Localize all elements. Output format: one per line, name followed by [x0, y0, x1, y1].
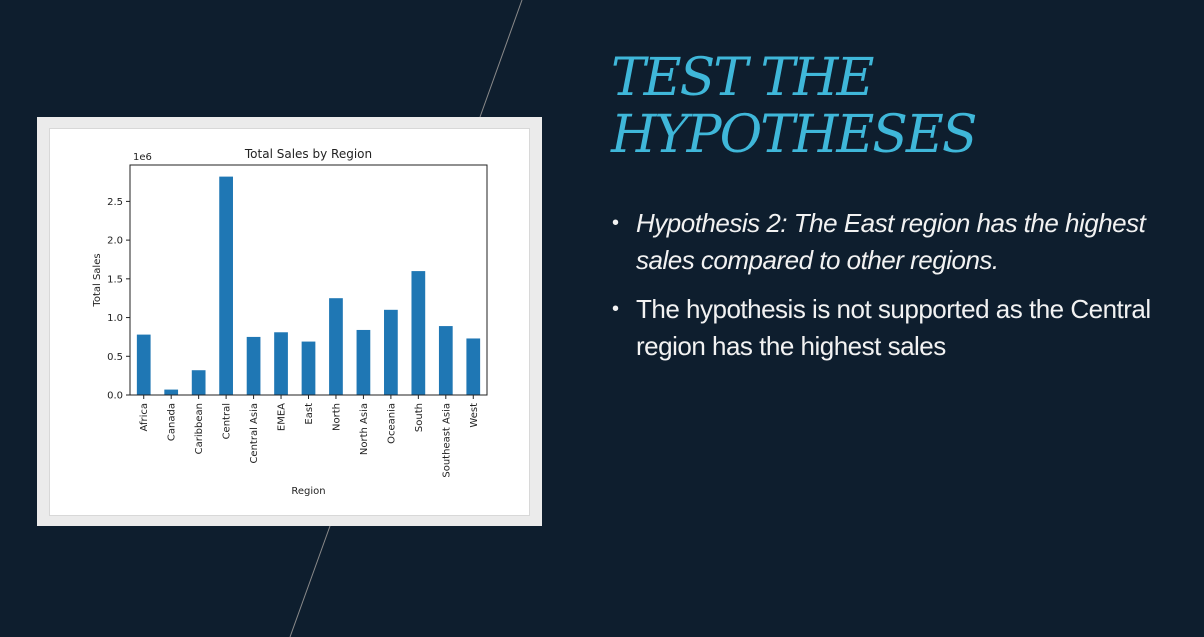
- x-tick-label: East: [304, 403, 315, 425]
- y-tick-label: 0.5: [107, 352, 123, 363]
- y-tick-label: 0.0: [107, 391, 123, 402]
- bar-central-asia: [246, 336, 261, 395]
- x-tick-label: EMEA: [277, 403, 288, 431]
- bar-caribbean: [191, 370, 206, 395]
- x-tick-label: North: [331, 403, 342, 431]
- bar-east: [301, 341, 316, 395]
- y-tick-label: 2.5: [107, 197, 123, 208]
- x-tick-label: Southeast Asia: [441, 403, 452, 478]
- x-tick-label: Africa: [139, 403, 150, 432]
- bullet-dot: •: [612, 298, 619, 320]
- bar-chart: Total Sales by Region 1e6 0.0 0.5 1.0 1.5 2.0 2…: [92, 147, 488, 497]
- x-tick-label: Canada: [167, 403, 178, 441]
- x-tick-label: South: [414, 403, 425, 432]
- bar-central: [219, 176, 233, 395]
- bullet-hypothesis-text: Hypothesis 2: The East region has the hi…: [636, 208, 1146, 275]
- bar-oceania: [384, 309, 398, 395]
- y-tick-label: 1.0: [107, 313, 123, 324]
- x-axis-label: Region: [291, 486, 325, 497]
- diagonal-line-top: [479, 0, 523, 118]
- y-axis-label: Total Sales: [92, 253, 103, 307]
- bullet-dot: •: [612, 212, 619, 234]
- x-tick-label: Central Asia: [249, 403, 260, 464]
- y-tick-label: 2.0: [107, 236, 123, 247]
- x-tick-label: North Asia: [359, 403, 370, 455]
- bar-west: [466, 338, 481, 395]
- diagonal-line-bottom: [289, 525, 331, 637]
- slide-title: TEST THE HYPOTHESES: [611, 50, 1171, 164]
- bullet-conclusion-text: The hypothesis is not supported as the C…: [636, 294, 1151, 361]
- bar-south: [411, 271, 426, 395]
- bar-emea: [274, 332, 288, 395]
- x-tick-label: West: [469, 403, 480, 428]
- bullet-hypothesis: • Hypothesis 2: The East region has the …: [612, 205, 1172, 279]
- y-offset-label: 1e6: [133, 152, 152, 163]
- bar-southeast-asia: [438, 326, 453, 395]
- bullet-list: • Hypothesis 2: The East region has the …: [612, 205, 1172, 377]
- y-tick-label: 1.5: [107, 274, 123, 285]
- title-line-2: HYPOTHESES: [611, 105, 978, 165]
- bar-africa: [136, 334, 151, 395]
- chart-container: Total Sales by Region 1e6 0.0 0.5 1.0 1.5 2.0 2…: [49, 128, 530, 516]
- chart-title: Total Sales by Region: [244, 147, 372, 161]
- bar-canada: [164, 389, 179, 395]
- bullet-conclusion: • The hypothesis is not supported as the…: [612, 291, 1172, 365]
- x-tick-label: Oceania: [386, 403, 397, 444]
- title-line-1: TEST THE: [611, 48, 874, 108]
- x-tick-label: Caribbean: [194, 403, 205, 454]
- chart-image-frame: Total Sales by Region 1e6 0.0 0.5 1.0 1.5 2.0 2…: [37, 117, 542, 526]
- bar-north: [329, 298, 343, 395]
- x-tick-label: Central: [222, 403, 233, 439]
- bar-north-asia: [356, 329, 371, 395]
